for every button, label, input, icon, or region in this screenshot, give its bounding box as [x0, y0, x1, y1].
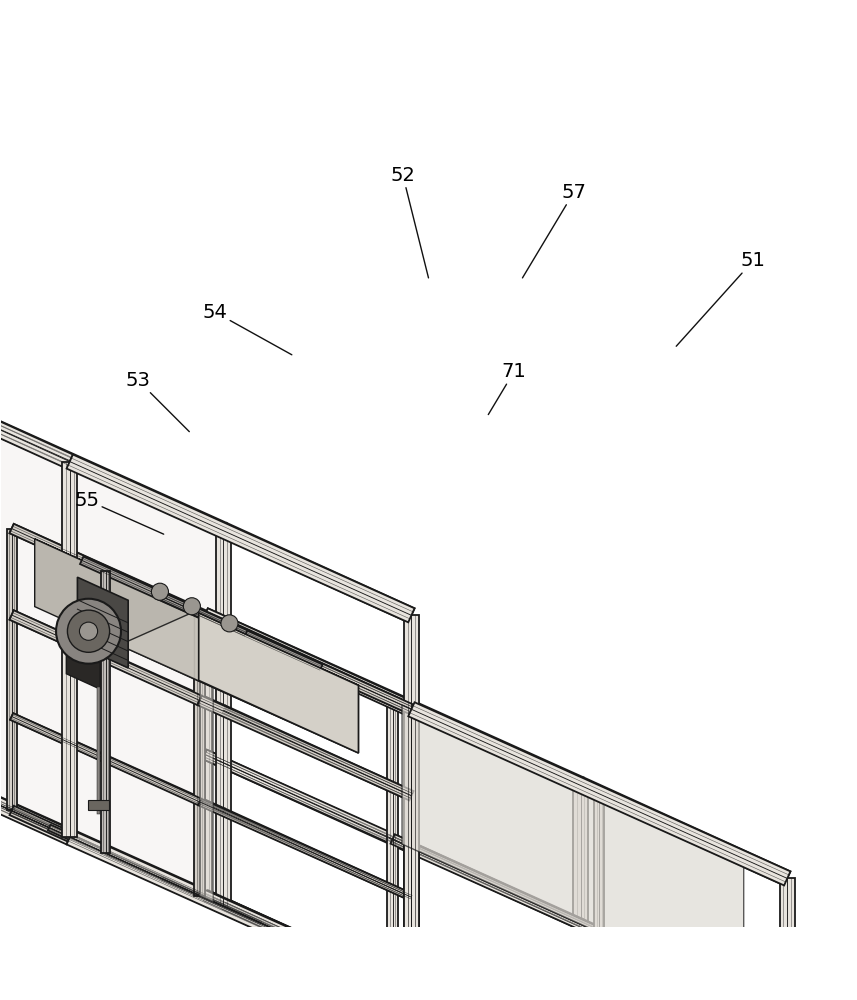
Circle shape	[68, 610, 110, 652]
Polygon shape	[357, 964, 736, 1000]
Polygon shape	[67, 455, 415, 622]
Circle shape	[56, 599, 121, 664]
Polygon shape	[410, 844, 789, 1000]
Polygon shape	[9, 524, 225, 629]
Polygon shape	[201, 890, 415, 998]
Polygon shape	[201, 608, 415, 716]
Polygon shape	[105, 850, 319, 951]
Polygon shape	[216, 530, 231, 906]
Polygon shape	[0, 799, 184, 891]
Polygon shape	[222, 809, 413, 900]
Polygon shape	[220, 899, 415, 998]
Polygon shape	[6, 806, 351, 966]
Polygon shape	[48, 825, 262, 926]
Polygon shape	[201, 890, 584, 1000]
Polygon shape	[0, 745, 226, 913]
Polygon shape	[9, 806, 225, 910]
Polygon shape	[34, 539, 358, 685]
Polygon shape	[197, 696, 414, 800]
Polygon shape	[101, 571, 111, 853]
Polygon shape	[195, 612, 358, 753]
Polygon shape	[80, 557, 248, 638]
Polygon shape	[254, 917, 632, 1000]
Polygon shape	[77, 577, 129, 668]
Polygon shape	[404, 709, 419, 991]
Polygon shape	[0, 745, 73, 844]
Polygon shape	[88, 800, 109, 810]
Polygon shape	[402, 705, 744, 998]
Polygon shape	[307, 941, 686, 1000]
Circle shape	[80, 622, 98, 640]
Polygon shape	[10, 713, 201, 805]
Polygon shape	[161, 876, 375, 977]
Polygon shape	[780, 878, 795, 1000]
Polygon shape	[200, 614, 213, 902]
Polygon shape	[408, 702, 790, 885]
Polygon shape	[201, 608, 584, 791]
Polygon shape	[197, 891, 414, 996]
Polygon shape	[7, 529, 17, 810]
Polygon shape	[202, 750, 414, 853]
Polygon shape	[0, 778, 289, 938]
Polygon shape	[572, 784, 588, 1000]
Text: 71: 71	[488, 362, 526, 415]
Polygon shape	[221, 706, 414, 800]
Polygon shape	[66, 640, 100, 689]
Polygon shape	[408, 984, 790, 1000]
Circle shape	[221, 615, 238, 632]
Polygon shape	[197, 615, 213, 897]
Text: 53: 53	[126, 371, 189, 432]
Polygon shape	[594, 794, 604, 1000]
Polygon shape	[119, 612, 358, 719]
Polygon shape	[387, 700, 398, 982]
Text: 52: 52	[391, 166, 428, 278]
Polygon shape	[333, 952, 542, 1000]
Polygon shape	[0, 376, 411, 615]
Polygon shape	[220, 523, 415, 622]
Polygon shape	[155, 591, 322, 672]
Polygon shape	[0, 369, 73, 469]
Text: 55: 55	[75, 490, 164, 534]
Polygon shape	[221, 619, 414, 714]
Polygon shape	[195, 614, 205, 896]
Polygon shape	[9, 524, 201, 619]
Polygon shape	[34, 539, 195, 679]
Circle shape	[183, 598, 201, 615]
Text: 51: 51	[676, 251, 765, 346]
Polygon shape	[10, 713, 225, 815]
Polygon shape	[0, 376, 224, 906]
Polygon shape	[62, 462, 77, 837]
Polygon shape	[578, 777, 790, 885]
Polygon shape	[199, 613, 358, 753]
Text: 57: 57	[523, 183, 586, 278]
Polygon shape	[9, 610, 225, 715]
Polygon shape	[105, 850, 297, 942]
Polygon shape	[391, 834, 602, 938]
Polygon shape	[9, 806, 201, 901]
Polygon shape	[198, 799, 413, 900]
Polygon shape	[197, 609, 414, 714]
Polygon shape	[202, 750, 583, 928]
Polygon shape	[578, 919, 789, 1000]
Polygon shape	[9, 610, 201, 705]
Polygon shape	[67, 830, 415, 998]
Circle shape	[152, 583, 169, 600]
Text: 54: 54	[202, 303, 292, 355]
Polygon shape	[0, 369, 226, 537]
Polygon shape	[404, 615, 419, 991]
